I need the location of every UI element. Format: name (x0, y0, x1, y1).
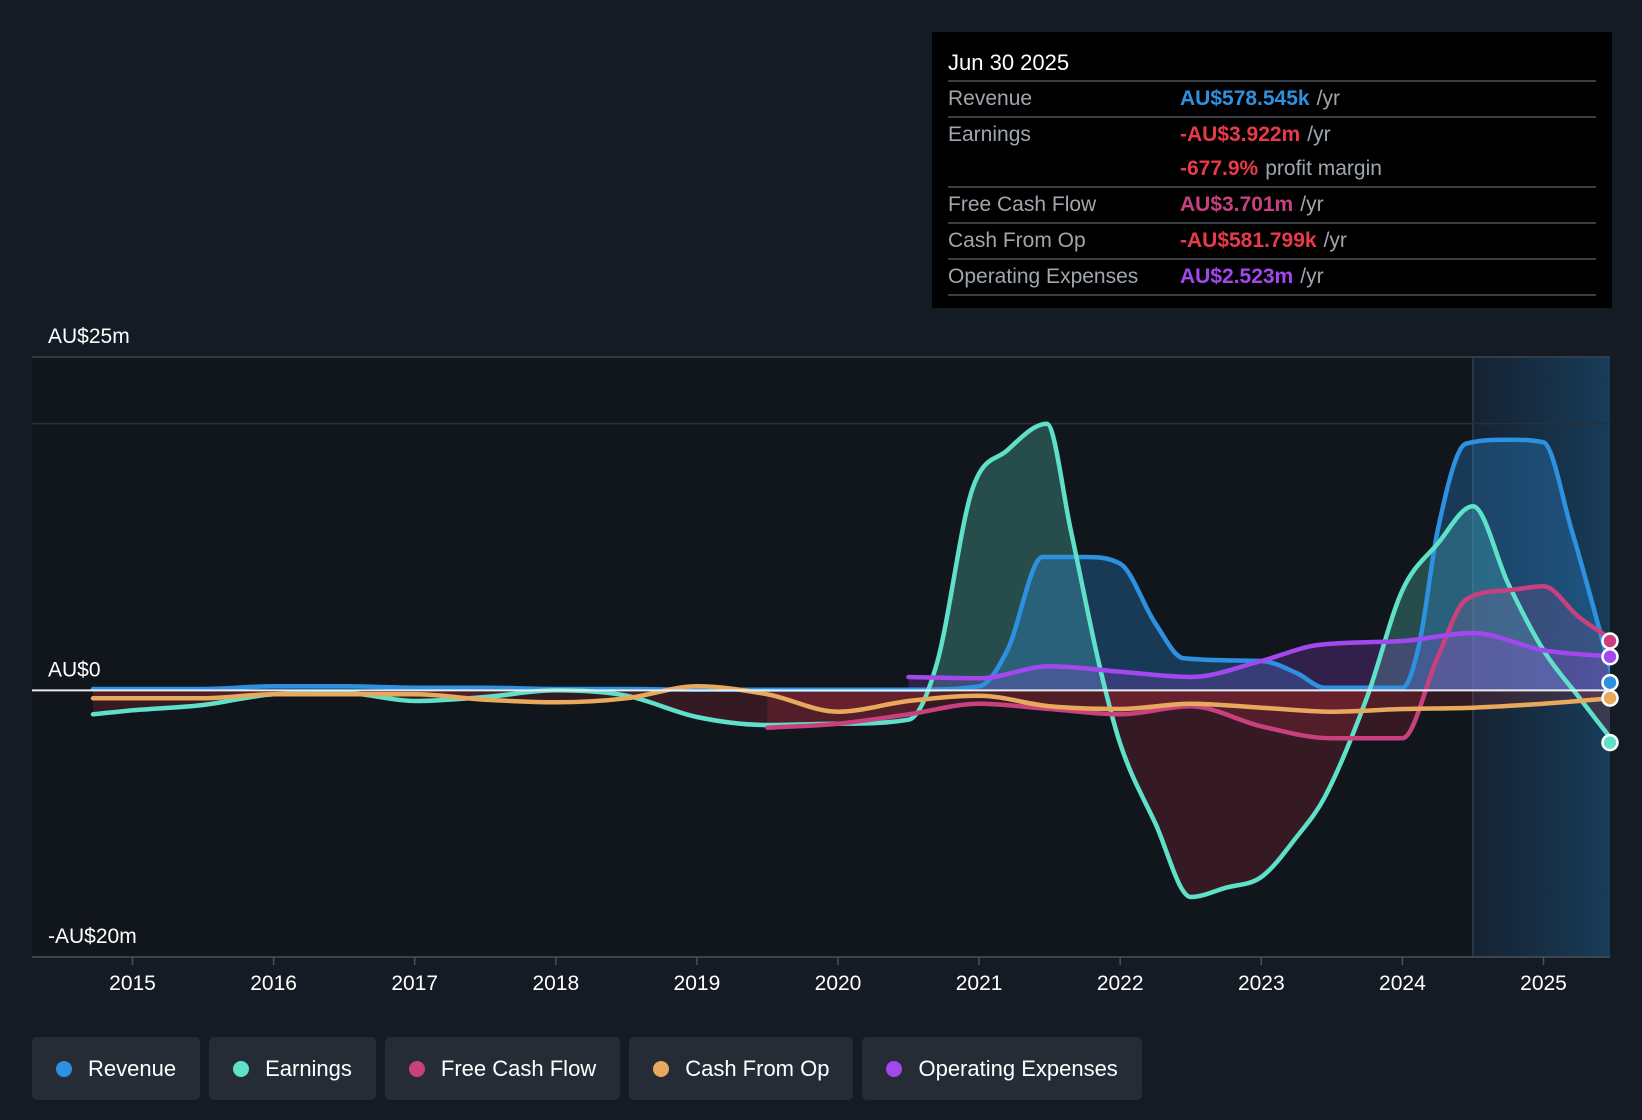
legend-item-earnings[interactable]: Earnings (209, 1037, 376, 1100)
legend-label: Cash From Op (685, 1055, 830, 1081)
area-earnings (93, 423, 1610, 691)
tooltip-row-operating-expenses: Operating Expenses AU$2.523m /yr (948, 260, 1596, 296)
legend-label: Earnings (265, 1055, 352, 1081)
y-axis-label: AU$0 (48, 658, 101, 681)
series-areas (93, 423, 1610, 897)
x-tick-label: 2015 (109, 972, 156, 995)
area-negative-cash-from-op (93, 690, 1610, 712)
y-axis-label: -AU$20m (48, 925, 137, 948)
dot-icon (56, 1060, 72, 1077)
tooltip-value: -677.9% (1180, 157, 1259, 180)
x-tick-label: 2020 (815, 972, 862, 995)
endpoint-earnings (1601, 733, 1619, 752)
legend-item-revenue[interactable]: Revenue (32, 1037, 201, 1100)
endpoint-free-cash-flow (1601, 632, 1619, 650)
tooltip-value: AU$3.701m (1180, 193, 1294, 216)
y-axis-label: AU$25m (48, 325, 130, 348)
legend-label: Revenue (88, 1055, 177, 1081)
x-tick-label: 2022 (1097, 972, 1144, 995)
tooltip-unit: profit margin (1265, 157, 1382, 180)
legend-label: Free Cash Flow (440, 1055, 597, 1081)
x-tick-label: 2019 (674, 972, 721, 995)
series-endpoints (1601, 632, 1619, 752)
x-tick-label: 2017 (391, 972, 438, 995)
line-free-cash-flow (765, 584, 1610, 741)
dot-icon (653, 1060, 670, 1077)
plot-background (32, 357, 1610, 957)
area-revenue (93, 439, 1610, 691)
x-tick-label: 2025 (1520, 972, 1567, 995)
x-tick-label: 2018 (532, 972, 579, 995)
tooltip-label: Cash From Op (948, 229, 1086, 252)
tooltip-row-profit-margin: -677.9% profit margin (948, 152, 1596, 188)
tooltip-row-free-cash-flow: Free Cash Flow AU$3.701m /yr (948, 188, 1596, 224)
area-negative-earnings (93, 690, 1610, 897)
tooltip-row-cash-from-op: Cash From Op -AU$581.799k /yr (948, 224, 1596, 260)
tooltip-date: Jun 30 2025 (948, 46, 1596, 82)
legend-item-free-cash-flow[interactable]: Free Cash Flow (384, 1037, 621, 1100)
grid-lines (32, 356, 1610, 958)
tooltip-label (948, 152, 1180, 186)
dot-icon (886, 1060, 903, 1077)
endpoint-operating-expenses (1601, 647, 1619, 666)
tooltip-unit: /yr (1300, 265, 1324, 288)
tooltip-unit: /yr (1316, 87, 1340, 110)
legend-label: Operating Expenses (918, 1055, 1118, 1081)
dot-icon (408, 1060, 425, 1077)
tooltip-unit: /yr (1300, 193, 1324, 216)
x-axis: 2015 2016 2017 2018 2019 2020 2021 2022 2023 2024… (109, 957, 1567, 995)
tooltip-label: Operating Expenses (948, 265, 1139, 288)
line-operating-expenses (906, 630, 1610, 681)
endpoint-cash-from-op (1601, 689, 1619, 707)
area-negative-free-cash-flow (767, 690, 1426, 739)
x-tick-label: 2016 (250, 972, 297, 995)
x-tick-label: 2024 (1379, 972, 1426, 995)
tooltip-unit: /yr (1323, 229, 1347, 252)
area-free-cash-flow (767, 586, 1610, 691)
legend-item-cash-from-op[interactable]: Cash From Op (629, 1037, 854, 1100)
y-axis: AU$25m AU$0 -AU$20m (48, 325, 137, 948)
tooltip-label: Revenue (948, 87, 1033, 110)
x-tick-label: 2023 (1238, 972, 1285, 995)
tooltip-row-earnings: Earnings -AU$3.922m /yr (948, 118, 1596, 152)
tooltip-row-revenue: Revenue AU$578.545k /yr (948, 82, 1596, 118)
x-tick-label: 2021 (956, 972, 1003, 995)
endpoint-revenue (1601, 673, 1619, 692)
legend: Revenue Earnings Free Cash Flow Cash Fro… (32, 1037, 1142, 1100)
tooltip-panel: Jun 30 2025 Revenue AU$578.545k /yr Earn… (932, 32, 1612, 308)
tooltip-value: -AU$3.922m (1180, 123, 1301, 146)
tooltip-value: AU$2.523m (1180, 265, 1294, 288)
tooltip-unit: /yr (1307, 123, 1331, 146)
dot-icon (233, 1060, 250, 1077)
tooltip-label: Free Cash Flow (948, 193, 1097, 216)
line-cash-from-op (90, 684, 1610, 714)
tooltip-value: -AU$581.799k (1180, 229, 1317, 252)
line-revenue (90, 437, 1610, 692)
tooltip-label: Earnings (948, 123, 1031, 146)
tooltip-value: AU$578.545k (1180, 87, 1310, 110)
series-lines (90, 421, 1610, 900)
legend-item-operating-expenses[interactable]: Operating Expenses (862, 1037, 1142, 1100)
